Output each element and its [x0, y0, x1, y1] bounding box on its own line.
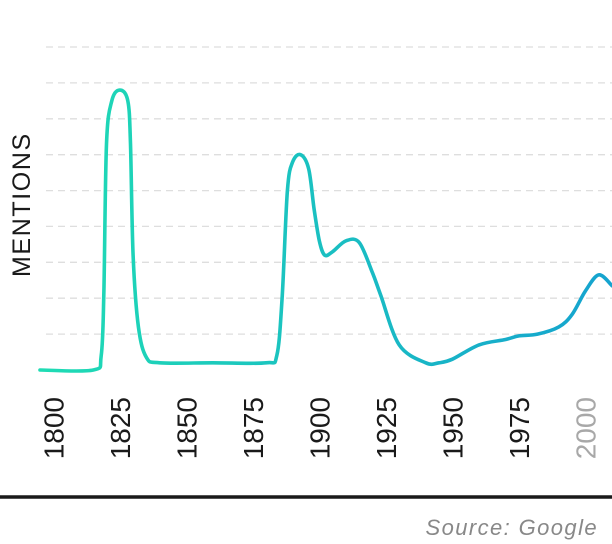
- x-tick-label: 1825: [105, 397, 136, 459]
- x-tick-label: 1875: [238, 397, 269, 459]
- x-tick-label: 1950: [437, 397, 468, 459]
- x-axis-ticks: 1800 1825 1850 1875 1900 1925 1950 1975 2000: [38, 397, 601, 459]
- x-tick-label: 1850: [171, 397, 202, 459]
- series-layer: [38, 88, 612, 373]
- x-tick-label: 1800: [38, 397, 69, 459]
- y-axis-label: MENTIONS: [8, 132, 36, 277]
- source-note: Source: Google: [425, 515, 598, 540]
- x-tick-label: 1975: [504, 397, 535, 459]
- x-tick-label: 2000: [570, 397, 601, 459]
- x-tick-label: 1900: [304, 397, 335, 459]
- x-tick-label: 1925: [371, 397, 402, 459]
- gridlines: [46, 46, 612, 335]
- series-line-0: [38, 88, 612, 373]
